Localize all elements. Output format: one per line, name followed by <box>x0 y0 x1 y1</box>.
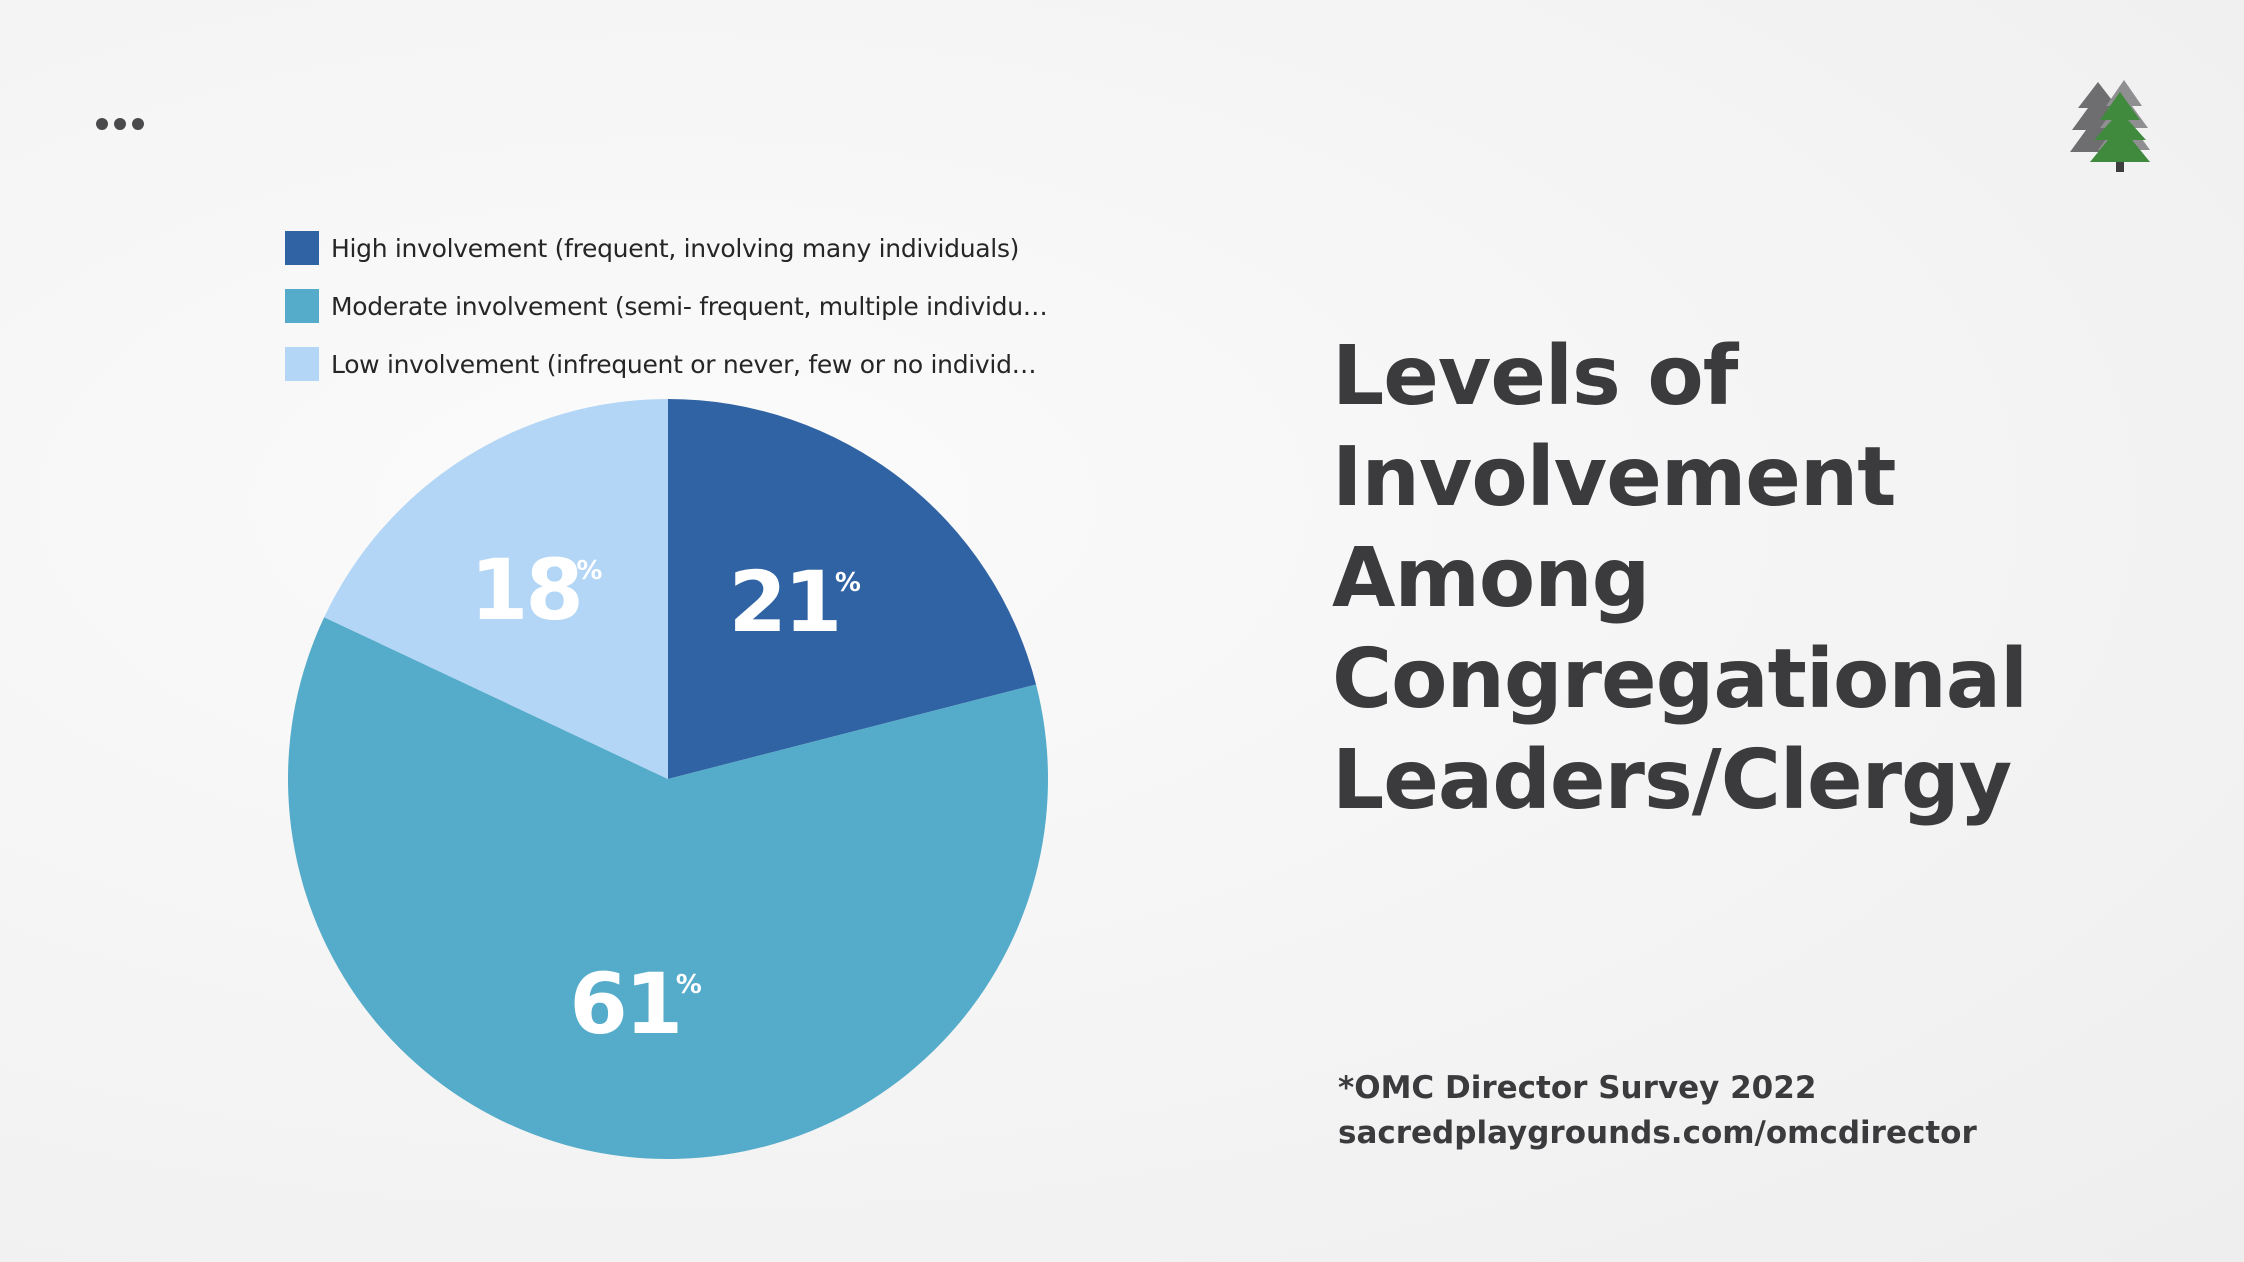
legend-swatch <box>285 289 319 323</box>
legend-swatch <box>285 231 319 265</box>
source-citation: *OMC Director Survey 2022 <box>1338 1070 1817 1106</box>
legend-label: Moderate involvement (semi- frequent, mu… <box>331 291 1048 321</box>
legend-item-low[interactable]: Low involvement (infrequent or never, fe… <box>285 344 1047 384</box>
pie-slice-0[interactable] <box>668 399 1037 779</box>
pie-slice-1[interactable] <box>287 617 1048 1159</box>
legend-label: High involvement (frequent, involving ma… <box>331 233 1020 263</box>
pie-slice-2[interactable] <box>324 399 668 779</box>
chart-title: Levels of Involvement Among Congregation… <box>1332 326 2152 831</box>
more-options-icon[interactable] <box>96 112 156 136</box>
title-line: Among <box>1332 531 1650 626</box>
legend-label: Low involvement (infrequent or never, fe… <box>331 349 1037 379</box>
title-line: Levels of <box>1332 329 1738 424</box>
dot <box>114 118 126 130</box>
title-line: Congregational <box>1332 632 2028 727</box>
title-line: Involvement <box>1332 430 1896 525</box>
title-line: Leaders/Clergy <box>1332 733 2012 828</box>
dot <box>132 118 144 130</box>
legend-item-moderate[interactable]: Moderate involvement (semi- frequent, mu… <box>285 286 1047 326</box>
chart-legend: High involvement (frequent, involving ma… <box>285 228 1047 402</box>
source-note: *OMC Director Survey 2022 sacredplaygrou… <box>1338 1066 1977 1156</box>
legend-swatch <box>285 347 319 381</box>
legend-item-high[interactable]: High involvement (frequent, involving ma… <box>285 228 1047 268</box>
dot <box>96 118 108 130</box>
source-url[interactable]: sacredplaygrounds.com/omcdirector <box>1338 1115 1977 1151</box>
pine-trees-logo-icon <box>2070 80 2150 172</box>
